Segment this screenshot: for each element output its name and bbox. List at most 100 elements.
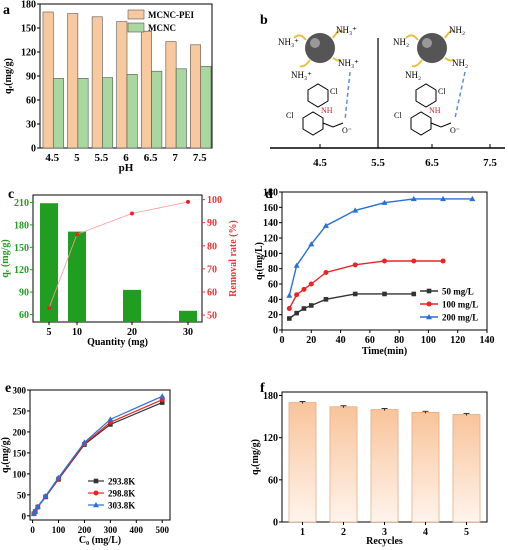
chart-c-bar — [123, 289, 141, 322]
interaction-right — [454, 71, 466, 119]
chart-f-xlabel: Recycles — [366, 536, 403, 547]
chart-a-ytick-label: 0 — [31, 144, 36, 155]
chart-d-ytick-label: 80 — [268, 264, 278, 275]
chart-b-xtick-label: 6.5 — [425, 157, 439, 169]
chart-d-point — [381, 199, 388, 205]
particle-right-highlight — [422, 38, 432, 48]
chart-d-ytick-label: 40 — [268, 295, 278, 306]
chart-f-xtick-label: 1 — [300, 527, 305, 538]
chart-d-point — [411, 258, 417, 264]
chart-a: 0 30 60 90 120 150 180 4.5 5 5.5 6 6.5 7 7.5 pH qₑ(mg/g… — [3, 0, 213, 174]
chart-f-xtick-label: 2 — [341, 527, 346, 538]
chart-d-plot-frame — [281, 191, 488, 331]
chart-a-bar — [140, 30, 152, 149]
chain-right-3 — [411, 59, 423, 68]
chart-a-bar — [42, 11, 54, 149]
panel-letter-d: d — [265, 187, 273, 202]
chain-left-1 — [293, 34, 307, 41]
chart-e-xtick-label: 500 — [155, 525, 169, 535]
panel-letter-c: c — [8, 187, 14, 202]
chart-c-ytick-label: 150 — [14, 243, 29, 254]
chart-a-bar — [165, 41, 177, 149]
chart-d-legend-marker — [426, 288, 432, 294]
chart-a-bar — [102, 77, 114, 149]
chart-d-point — [301, 286, 307, 292]
chart-d-point — [352, 207, 359, 213]
chart-c-removal-point — [47, 306, 51, 311]
chart-d-point — [293, 262, 300, 268]
chart-e-legend-marker — [93, 478, 99, 484]
chart-a-xtick-label: 7 — [172, 152, 178, 164]
chart-f-ytick-label: 0 — [273, 518, 278, 529]
chart-a-ytick-label: 60 — [26, 96, 36, 107]
chart-b-xtick-label: 4.5 — [313, 157, 327, 169]
chart-d-point — [440, 258, 446, 264]
chart-a-ytick-label: 180 — [21, 0, 36, 11]
panel-letter-a: a — [3, 3, 10, 18]
anion-label-left: O⁻ — [342, 126, 352, 135]
chart-e-point — [107, 416, 114, 422]
chart-e-legend-label: 293.8K — [108, 477, 135, 487]
chart-a-xtick-label: 6 — [123, 152, 129, 164]
chart-a-bar — [190, 44, 202, 149]
chart-a-bar — [67, 13, 79, 149]
chart-c-ytick-label: 60 — [19, 310, 29, 321]
chart-d-series-line — [288, 198, 473, 296]
chart-a-legend-swatch — [127, 9, 145, 20]
nh-label-left: NH — [321, 106, 333, 115]
chart-c-removal-line — [48, 201, 189, 309]
cl-label-right-1: Cl — [438, 87, 446, 96]
chart-d-ytick-label: 140 — [263, 218, 278, 229]
chart-d-point — [287, 316, 292, 321]
chart-a-xtick-label: 5 — [74, 152, 80, 164]
chain-right-1 — [405, 34, 419, 41]
chart-e-ytick-label: 50 — [17, 490, 27, 500]
chart-e-plot-frame — [29, 389, 171, 521]
chart-e-point — [34, 503, 41, 509]
benzene-ring-left-top — [307, 83, 329, 108]
chart-f-bar — [411, 412, 440, 523]
chart-f: 0 60 120 180 1 2 3 4 5 Recycles qₑ(mg/g) — [250, 391, 488, 547]
chart-a-bar — [175, 68, 187, 149]
chart-d-point — [352, 262, 358, 268]
chart-a-legend-label: MCNC — [148, 23, 176, 33]
chart-d-legend-label: 50 mg/L — [442, 287, 474, 297]
chart-c-ytick-label: 120 — [14, 265, 29, 276]
chart-e-xtick-label: 200 — [78, 525, 92, 535]
chart-a-ytick-label: 150 — [21, 24, 36, 35]
nh3-label-1: NH₃⁺ — [278, 37, 299, 47]
chart-e-series-line — [33, 402, 163, 515]
chart-a-ytick-label: 120 — [21, 48, 36, 59]
chart-f-xtick-label: 3 — [382, 527, 387, 538]
chart-d-point — [382, 291, 387, 297]
chart-e-point — [159, 393, 166, 399]
chart-d-xtick-label: 120 — [450, 335, 465, 346]
chart-a-legend-label: MCNC-PEI — [148, 10, 194, 20]
chart-d-point — [382, 258, 387, 264]
chart-d-ylabel: qₜ(mg/L) — [254, 242, 265, 280]
chart-e-point — [81, 439, 88, 445]
chart-c-ytick-right-label: 100 — [207, 195, 222, 206]
chart-c-bar — [179, 310, 197, 322]
chart-e-xtick-label: 0 — [30, 525, 35, 535]
panel-b-schematic: NH₃⁺ NH₃⁺ NH₃⁺ NH₃⁺ NH₂ NH₂ NH₂ NH₂ Cl C… — [270, 25, 505, 149]
chart-e-point — [159, 400, 165, 405]
acid-chain-right — [430, 122, 452, 128]
chart-c-ylabel: qₑ (mg/g) — [0, 239, 11, 277]
chart-d-point — [322, 222, 329, 228]
chain-right-2 — [444, 29, 456, 39]
chart-c-bar — [68, 231, 86, 322]
chart-d-ytick-label: 120 — [263, 234, 278, 245]
chart-d-xlabel: Time(min) — [362, 346, 407, 357]
chart-d-point — [469, 195, 476, 202]
nh3-label-2: NH₃⁺ — [336, 25, 357, 35]
chart-c-plot-frame — [32, 194, 203, 323]
chart-a-ytick-label: 30 — [26, 120, 36, 131]
chart-a-bar — [52, 78, 64, 149]
nh3-label-4: NH₃⁺ — [338, 58, 359, 68]
chart-a-ylabel: qₑ(mg/g) — [3, 58, 14, 94]
chart-c-xlabel: Quantity (mg) — [87, 337, 148, 348]
chain-left-3 — [299, 59, 311, 68]
chart-e-ytick-label: 100 — [13, 469, 27, 479]
